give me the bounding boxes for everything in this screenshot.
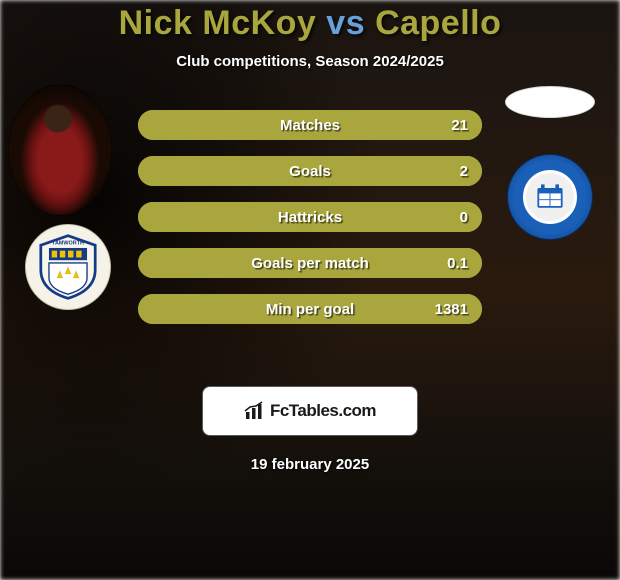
stat-bar: Goals per match0.1 bbox=[138, 248, 482, 278]
player1-photo bbox=[8, 84, 112, 216]
stat-bar: Matches21 bbox=[138, 110, 482, 140]
date: 19 february 2025 bbox=[0, 456, 620, 473]
right-column bbox=[500, 86, 600, 240]
left-column: TAMWORTH bbox=[8, 84, 128, 310]
bar-chart-icon bbox=[244, 401, 264, 421]
player2-photo-placeholder bbox=[505, 86, 595, 118]
subtitle: Club competitions, Season 2024/2025 bbox=[0, 53, 620, 70]
stat-bar-label: Min per goal bbox=[138, 294, 482, 324]
player2-club-badge bbox=[507, 154, 593, 240]
stat-bar-value: 0.1 bbox=[447, 248, 468, 278]
stat-bar-label: Hattricks bbox=[138, 202, 482, 232]
source-logo-text: FcTables.com bbox=[270, 401, 376, 421]
page-title: Nick McKoy vs Capello bbox=[0, 4, 620, 43]
stat-bar: Hattricks0 bbox=[138, 202, 482, 232]
stat-bar-label: Goals per match bbox=[138, 248, 482, 278]
halifax-crest-icon bbox=[523, 170, 577, 224]
player2-name: Capello bbox=[375, 4, 501, 42]
stat-bar-label: Goals bbox=[138, 156, 482, 186]
stat-bar-value: 21 bbox=[451, 110, 468, 140]
stat-bar-value: 1381 bbox=[435, 294, 468, 324]
main-row: TAMWORTH Matches21 Goals2 Hattricks0 Goals … bbox=[0, 94, 620, 374]
vs-separator: vs bbox=[326, 4, 365, 42]
player1-name: Nick McKoy bbox=[119, 4, 317, 42]
svg-text:TAMWORTH: TAMWORTH bbox=[52, 241, 84, 247]
stat-bar: Goals2 bbox=[138, 156, 482, 186]
stat-bar-label: Matches bbox=[138, 110, 482, 140]
stat-bar-value: 0 bbox=[460, 202, 468, 232]
comparison-card: Nick McKoy vs Capello Club competitions,… bbox=[0, 0, 620, 580]
player1-club-badge: TAMWORTH bbox=[25, 224, 111, 310]
tamworth-crest-icon: TAMWORTH bbox=[34, 233, 102, 301]
source-logo: FcTables.com bbox=[202, 386, 418, 436]
stat-bar: Min per goal1381 bbox=[138, 294, 482, 324]
stat-bars: Matches21 Goals2 Hattricks0 Goals per match… bbox=[138, 110, 482, 340]
stat-bar-value: 2 bbox=[460, 156, 468, 186]
